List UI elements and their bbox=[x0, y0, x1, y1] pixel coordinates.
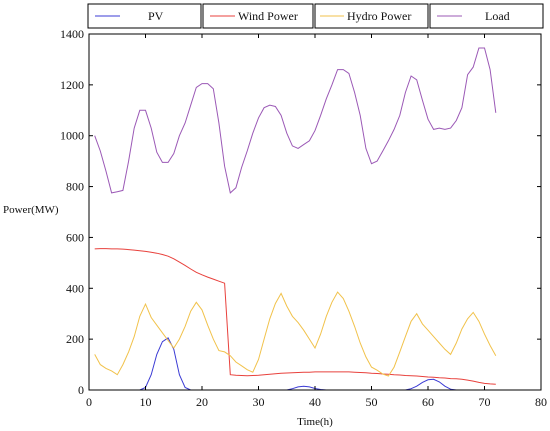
y-tick-label: 0 bbox=[78, 383, 84, 397]
y-tick-label: 800 bbox=[66, 180, 84, 194]
y-tick-label: 200 bbox=[66, 332, 84, 346]
series-layer bbox=[94, 47, 497, 391]
y-tick-label: 600 bbox=[66, 230, 84, 244]
y-tick-label: 1000 bbox=[60, 129, 84, 143]
plot-frame bbox=[88, 33, 542, 391]
x-tick-label: 50 bbox=[366, 395, 378, 409]
series-line-hydro-power bbox=[94, 291, 497, 377]
legend-label-pv: PV bbox=[148, 9, 164, 23]
x-tick-label: 70 bbox=[479, 395, 491, 409]
legend-label-load: Load bbox=[485, 9, 510, 23]
x-tick-label: 80 bbox=[535, 395, 547, 409]
series-line-wind-power bbox=[94, 248, 496, 385]
x-tick-label: 30 bbox=[253, 395, 265, 409]
x-axis-label: Time(h) bbox=[297, 416, 333, 428]
series-line-pv bbox=[94, 337, 496, 391]
y-tick-label: 400 bbox=[66, 281, 84, 295]
y-axis-label: Power(MW) bbox=[3, 204, 59, 216]
series-line-load bbox=[94, 47, 497, 194]
x-tick-label: 0 bbox=[86, 395, 92, 409]
ticks-layer: 0 10 20 30 40 50 60 70 8002004006008001000120014… bbox=[60, 27, 547, 409]
legend-label-hydro: Hydro Power bbox=[347, 9, 411, 23]
x-tick-label: 60 bbox=[422, 395, 434, 409]
legend: PV Wind Power Hydro Power Load bbox=[87, 3, 544, 29]
y-tick-label: 1200 bbox=[60, 78, 84, 92]
legend-label-wind: Wind Power bbox=[238, 9, 298, 23]
x-tick-label: 40 bbox=[309, 395, 321, 409]
y-tick-label: 1400 bbox=[60, 27, 84, 41]
x-tick-label: 10 bbox=[140, 395, 152, 409]
x-tick-label: 20 bbox=[196, 395, 208, 409]
